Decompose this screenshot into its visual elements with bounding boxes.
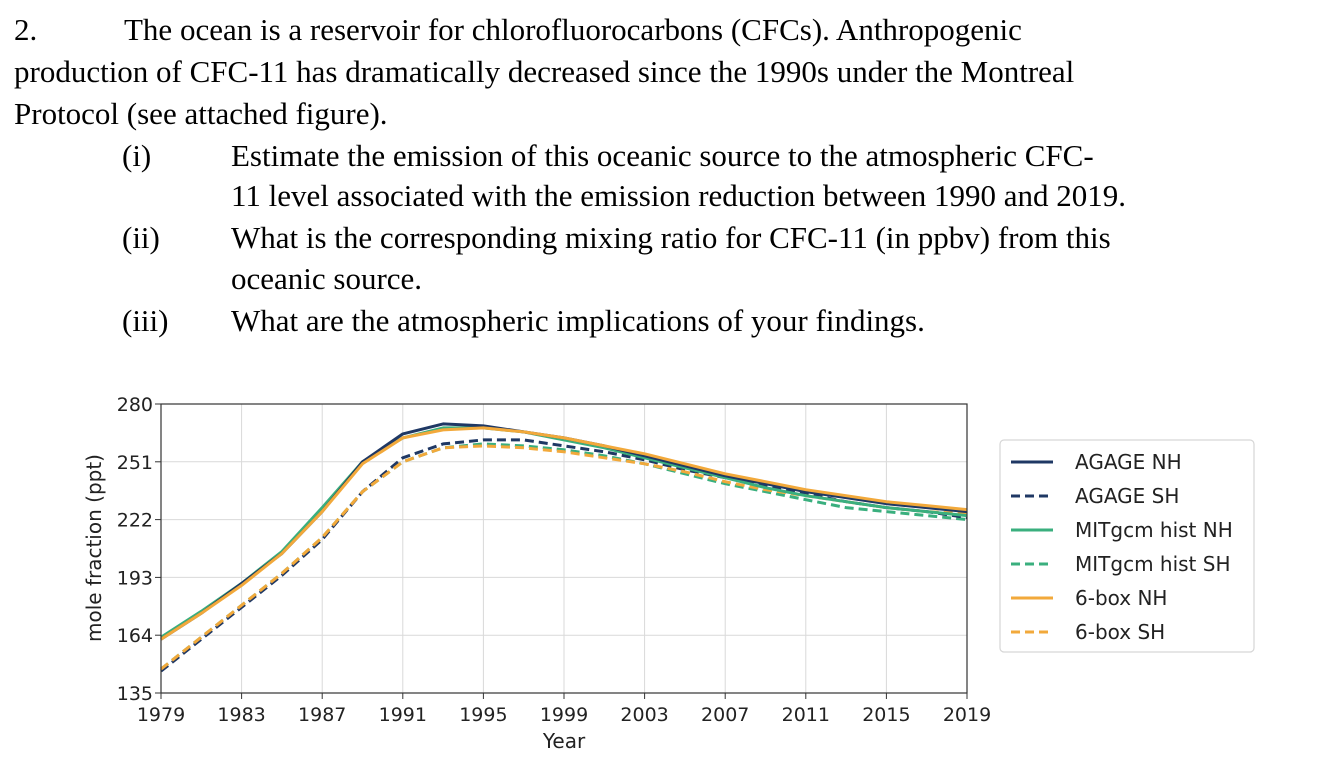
legend-entry-label: 6-box SH: [1075, 620, 1165, 644]
x-tick-label: 2003: [620, 704, 668, 726]
question-intro-line-1: The ocean is a reservoir for chlorofluor…: [124, 12, 1022, 47]
legend-entry-label: MITgcm hist NH: [1075, 518, 1233, 542]
y-tick-label: 164: [117, 625, 153, 647]
x-tick-label: 2007: [701, 704, 749, 726]
x-axis-label: Year: [542, 729, 586, 753]
legend-entry-label: MITgcm hist SH: [1075, 552, 1231, 576]
y-tick-label: 251: [117, 452, 153, 474]
legend-entry-label: AGAGE NH: [1075, 450, 1182, 474]
part-i-line-2: 11 level associated with the emission re…: [231, 178, 1127, 213]
y-tick-label: 135: [117, 683, 153, 705]
part-iii-line-1: What are the atmospheric implications of…: [231, 303, 925, 338]
x-tick-label: 1983: [217, 704, 265, 726]
x-tick-label: 1995: [459, 704, 507, 726]
part-label-iii: (iii): [122, 303, 169, 338]
x-tick-label: 2019: [943, 704, 991, 726]
part-label-ii: (ii): [122, 220, 160, 255]
legend-box: [999, 439, 1255, 653]
x-tick-label: 2015: [862, 704, 910, 726]
y-axis-ticks: 135 164 193 222 251 280: [117, 394, 161, 705]
grid-lines: [160, 403, 968, 694]
series-line-mitgcm-hist-nh: [160, 426, 968, 639]
y-tick-label: 222: [117, 510, 153, 532]
y-tick-label: 193: [117, 567, 153, 589]
legend-entry-label: AGAGE SH: [1075, 484, 1179, 508]
question-number: 2.: [14, 12, 38, 47]
x-tick-label: 1987: [298, 704, 346, 726]
x-tick-label: 1991: [379, 704, 427, 726]
x-tick-label: 2011: [782, 704, 830, 726]
question-intro-line-2: production of CFC-11 has dramatically de…: [14, 54, 1075, 89]
part-i-line-1: Estimate the emission of this oceanic so…: [231, 138, 1094, 173]
part-label-i: (i): [122, 138, 152, 173]
question-intro-line-3: Protocol (see attached figure).: [14, 96, 388, 131]
x-tick-label: 1979: [137, 704, 185, 726]
part-ii-line-2: oceanic source.: [231, 261, 423, 296]
y-tick-label: 280: [117, 394, 153, 416]
legend: AGAGE NH AGAGE SH MITgcm hist NH MITgcm his…: [999, 439, 1255, 653]
part-ii-line-1: What is the corresponding mixing ratio f…: [231, 220, 1111, 255]
series-lines: [160, 422, 968, 673]
legend-entry-label: 6-box NH: [1075, 586, 1167, 610]
y-axis-label: mole fraction (ppt): [82, 454, 106, 642]
x-axis-ticks: 1979 1983 1987 1991 1995 1999 2003 2007 2011 2015…: [137, 693, 991, 726]
x-tick-label: 1999: [540, 704, 588, 726]
series-line-6-box-nh: [160, 426, 968, 641]
